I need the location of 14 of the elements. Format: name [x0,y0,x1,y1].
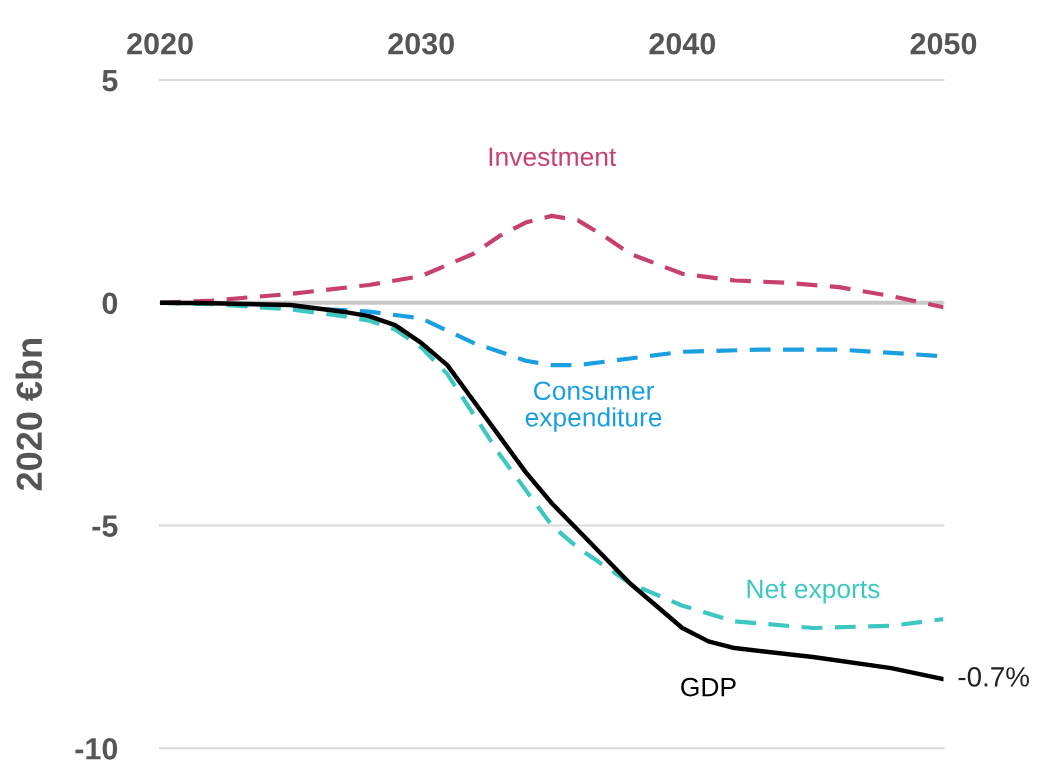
series-label: Net exports [747,579,880,604]
y-tick-label: -5 [92,515,118,537]
x-tick-label: 2040 [649,32,716,55]
series-label: GDP [681,677,736,697]
y-tick-label: -10 [75,738,118,760]
y-tick-label: 0 [102,292,118,315]
y-tick-label: 5 [102,70,118,92]
x-tick-label: 2050 [910,32,977,55]
series-label: Consumer expenditure [525,381,662,432]
annotation: -0.7% [958,667,1029,687]
x-tick-label: 2030 [388,32,454,55]
x-tick-label: 2020 [127,32,193,55]
text: Investment [489,147,617,167]
y-axis-title: 2020 €bn [15,339,43,491]
